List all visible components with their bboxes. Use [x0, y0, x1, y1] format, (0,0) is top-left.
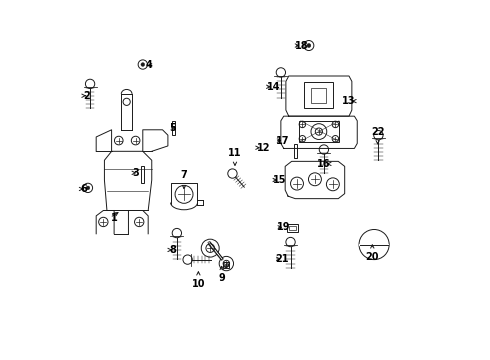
Text: 19: 19 [277, 222, 291, 232]
Bar [172, 121, 175, 135]
Polygon shape [286, 76, 352, 116]
Text: 1: 1 [111, 213, 118, 222]
Circle shape [141, 63, 145, 66]
Text: 14: 14 [267, 82, 280, 92]
Text: 2: 2 [84, 91, 90, 101]
Circle shape [307, 44, 311, 48]
Text: 11: 11 [228, 148, 242, 158]
Bar [223, 262, 229, 268]
Text: 12: 12 [256, 143, 270, 153]
Text: 22: 22 [371, 127, 385, 137]
Text: 16: 16 [317, 159, 330, 169]
Polygon shape [281, 116, 357, 148]
Bar [287, 224, 298, 232]
Bar [294, 144, 297, 158]
Circle shape [86, 186, 90, 190]
Polygon shape [285, 161, 344, 199]
Text: 13: 13 [342, 96, 355, 106]
Text: 6: 6 [81, 184, 88, 194]
Text: 3: 3 [133, 168, 140, 178]
Bar [304, 82, 333, 108]
Text: 18: 18 [295, 41, 309, 50]
Bar [141, 166, 144, 183]
Text: 10: 10 [192, 279, 205, 289]
Text: 8: 8 [170, 245, 176, 255]
Text: 7: 7 [181, 170, 187, 180]
Text: 9: 9 [219, 273, 225, 283]
Text: 15: 15 [272, 175, 286, 185]
Bar [299, 121, 339, 142]
Text: 20: 20 [366, 252, 379, 262]
Text: 4: 4 [146, 60, 153, 70]
Bar [289, 226, 295, 230]
Bar [311, 88, 326, 103]
Text: 5: 5 [170, 123, 176, 133]
Text: 17: 17 [276, 136, 290, 145]
Text: 21: 21 [275, 254, 289, 264]
